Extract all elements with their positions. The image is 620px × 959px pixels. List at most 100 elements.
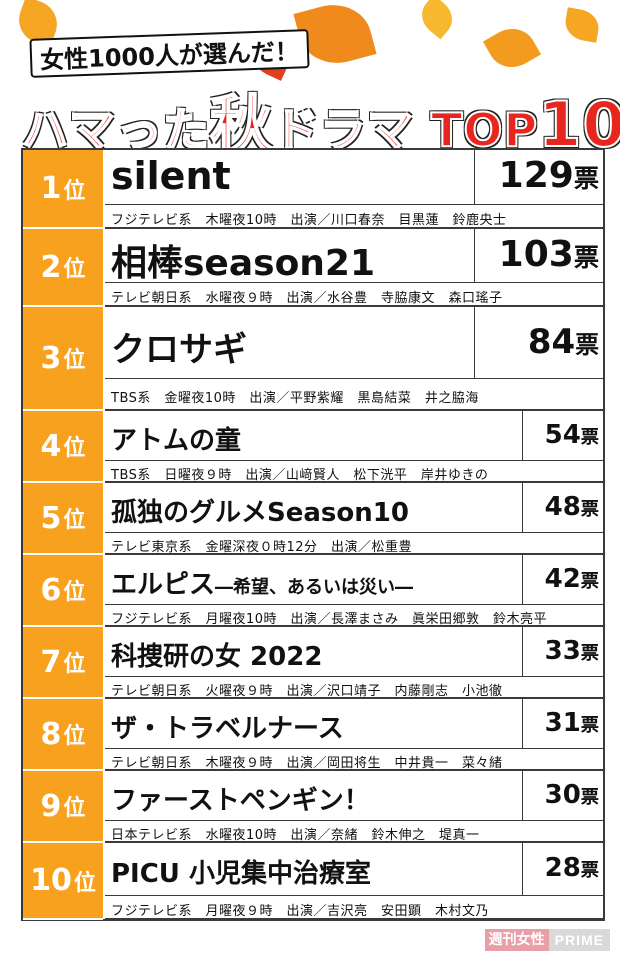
vote-count: 54票: [545, 420, 599, 450]
vote-unit: 票: [580, 860, 599, 882]
row-divider: [105, 282, 603, 283]
row-divider: [105, 676, 603, 677]
drama-title: クロサギ: [111, 322, 247, 371]
column-divider: [522, 483, 523, 532]
vote-count: 31票: [545, 708, 599, 738]
vote-unit: 票: [580, 426, 599, 448]
drama-title: エルピス―希望、あるいは災い―: [111, 564, 413, 601]
ranking-row: 8 位ザ・トラベルナース 31票 テレビ朝日系 木曜夜９時 出演／岡田将生 中井貴一 …: [23, 699, 603, 771]
drama-info: 日本テレビ系 水曜夜10時 出演／奈緒 鈴木伸之 堤真一: [111, 827, 480, 843]
vote-number: 129: [498, 155, 574, 197]
rank-number: 3: [40, 340, 62, 376]
vote-number: 48: [544, 491, 581, 522]
row-divider: [105, 604, 603, 605]
vote-count: 28票: [545, 853, 599, 883]
drama-title-text: アトムの童: [111, 425, 242, 456]
drama-info: テレビ朝日系 火曜夜９時 出演／沢口靖子 内藤剛志 小池徹: [111, 683, 503, 699]
rank-unit: 位: [63, 724, 86, 749]
vote-unit: 票: [580, 786, 599, 808]
entry-content: クロサギ 84票 TBS系 金曜夜10時 出演／平野紫耀 黒島結菜 井之脇海: [105, 307, 603, 411]
row-divider: [105, 378, 603, 379]
vote-unit: 票: [580, 498, 599, 520]
row-divider: [105, 460, 603, 461]
publisher-logo: 週刊女性 PRIME: [484, 929, 610, 951]
ranking-row: 7 位科捜研の女 2022 33票テレビ朝日系 火曜夜９時 出演／沢口靖子 内藤剛志…: [23, 627, 603, 699]
ranking-row: 2 位相棒season21 103票テレビ朝日系 水曜夜９時 出演／水谷豊 寺脇康文…: [23, 229, 603, 307]
drama-info: テレビ東京系 金曜深夜０時12分 出演／松重豊: [111, 539, 413, 555]
drama-title-text: クロサギ: [111, 330, 247, 371]
ranking-row: 4 位アトムの童 54票 TBS系 日曜夜９時 出演／山﨑賢人 松下洸平 岸井ゆきの: [23, 411, 603, 483]
drama-title-text: silent: [111, 154, 231, 199]
drama-title-text: ファーストペンギン！: [111, 785, 370, 816]
drama-title: PICU 小児集中治療室: [111, 853, 371, 890]
vote-number: 31: [544, 707, 581, 738]
vote-unit: 票: [580, 642, 599, 664]
entry-content: アトムの童 54票 TBS系 日曜夜９時 出演／山﨑賢人 松下洸平 岸井ゆきの: [105, 411, 603, 483]
vote-count: 103票: [499, 234, 599, 275]
drama-info: テレビ朝日系 水曜夜９時 出演／水谷豊 寺脇康文 森口瑤子: [111, 290, 503, 306]
vote-count: 33票: [545, 636, 599, 666]
drama-title-text: 孤独のグルメSeason10: [111, 497, 409, 528]
rank-number: 1: [40, 171, 62, 206]
rank-number: 7: [40, 644, 62, 680]
ranking-row: 6 位エルピス―希望、あるいは災い― 42票フジテレビ系 月曜夜10時 出演／長澤ま…: [23, 555, 603, 627]
entry-content: 科捜研の女 2022 33票テレビ朝日系 火曜夜９時 出演／沢口靖子 内藤剛志 小…: [105, 627, 603, 699]
vote-number: 42: [544, 563, 581, 594]
drama-info: フジテレビ系 月曜夜９時 出演／吉沢亮 安田顕 木村文乃: [111, 903, 490, 919]
ranking-row: 1 位 silent 129票フジテレビ系 木曜夜10時 出演／川口春奈 目黒蓮 鈴鹿…: [23, 150, 603, 229]
rank-unit: 位: [63, 508, 86, 533]
drama-title: silent: [111, 154, 231, 198]
vote-unit: 票: [580, 570, 599, 592]
row-divider: [105, 204, 603, 205]
vote-count: 84票: [528, 322, 599, 362]
drama-info: TBS系 日曜夜９時 出演／山﨑賢人 松下洸平 岸井ゆきの: [111, 467, 489, 483]
ranking-row: 9 位ファーストペンギン！ 30票 日本テレビ系 水曜夜10時 出演／奈緒 鈴木伸之 …: [23, 771, 603, 843]
drama-info: フジテレビ系 木曜夜10時 出演／川口春奈 目黒蓮 鈴鹿央士: [111, 212, 507, 228]
entry-content: PICU 小児集中治療室 28票フジテレビ系 月曜夜９時 出演／吉沢亮 安田顕 木…: [105, 843, 603, 920]
rank-unit: 位: [63, 178, 86, 204]
ranking-row: 5 位孤独のグルメSeason10 48票 テレビ東京系 金曜深夜０時12分 出演／松…: [23, 483, 603, 555]
header: 女性1000人が選んだ！ ハマった秋ドラマ TOP10: [0, 0, 620, 162]
drama-title-text: 相棒season21: [111, 242, 376, 284]
header-subtitle: 女性1000人が選んだ！: [29, 29, 310, 78]
drama-title-text: エルピス: [111, 569, 216, 600]
drama-title: アトムの童: [111, 420, 241, 457]
logo-part2: PRIME: [548, 929, 610, 951]
drama-title: 科捜研の女 2022: [111, 636, 322, 673]
entry-content: ファーストペンギン！ 30票 日本テレビ系 水曜夜10時 出演／奈緒 鈴木伸之 堤真…: [105, 771, 603, 843]
vote-count: 42票: [545, 564, 599, 594]
column-divider: [522, 699, 523, 748]
vote-unit: 票: [573, 164, 599, 194]
rank-unit: 位: [63, 796, 86, 821]
rank-number: 10: [30, 863, 72, 898]
drama-info: フジテレビ系 月曜夜10時 出演／長澤まさみ 眞栄田郷敦 鈴木亮平: [111, 611, 548, 627]
rank-unit: 位: [63, 580, 86, 605]
drama-title: ファーストペンギン！: [111, 780, 370, 817]
column-divider: [474, 150, 475, 204]
vote-number: 33: [544, 635, 581, 666]
rank-number: 2: [40, 249, 62, 285]
vote-count: 48票: [545, 492, 599, 522]
rank-number: 8: [40, 716, 62, 752]
rank-unit: 位: [63, 652, 86, 677]
rank-unit: 位: [63, 348, 86, 373]
row-divider: [105, 820, 603, 821]
rank-unit: 位: [63, 436, 86, 461]
column-divider: [522, 411, 523, 460]
vote-unit: 票: [575, 331, 599, 360]
vote-number: 54: [544, 419, 581, 450]
rank-unit: 位: [63, 257, 86, 282]
entry-content: ザ・トラベルナース 31票 テレビ朝日系 木曜夜９時 出演／岡田将生 中井貴一 菜々…: [105, 699, 603, 771]
rank-number: 6: [40, 572, 62, 608]
vote-unit: 票: [580, 714, 599, 736]
vote-number: 28: [544, 853, 581, 884]
drama-info: TBS系 金曜夜10時 出演／平野紫耀 黒島結菜 井之脇海: [111, 390, 479, 406]
vote-number: 103: [498, 233, 574, 275]
